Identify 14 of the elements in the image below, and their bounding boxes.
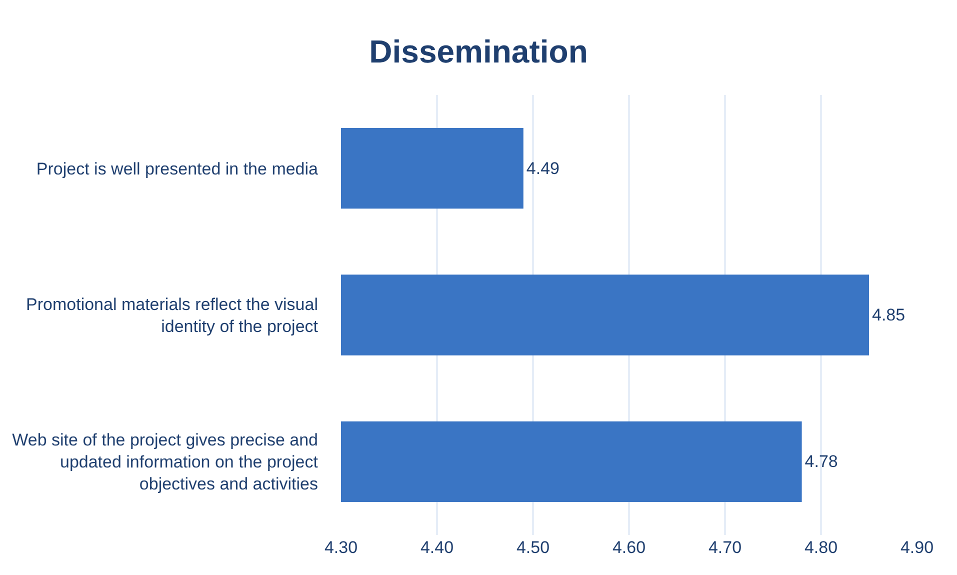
x-tick-label: 4.70: [708, 538, 742, 557]
y-tick-label: Project is well presented in the media: [36, 159, 319, 178]
x-tick-label: 4.50: [516, 538, 550, 557]
data-label: 4.78: [804, 452, 838, 472]
data-label: 4.49: [526, 158, 560, 178]
y-tick-label: Promotional materials reflect the visual identity of the project: [26, 294, 318, 336]
data-label: 4.85: [872, 306, 906, 324]
x-tick-label: 4.90: [900, 538, 934, 557]
y-tick-label: Web site of the project gives precise and updated information on the project objectives and activities: [12, 430, 318, 494]
chart-title: Dissemination: [369, 34, 588, 70]
x-tick-label: 4.80: [804, 538, 838, 557]
x-tick-label: 4.40: [420, 538, 454, 557]
x-tick-label: 4.30: [324, 538, 358, 557]
x-tick-label: 4.60: [612, 538, 646, 557]
